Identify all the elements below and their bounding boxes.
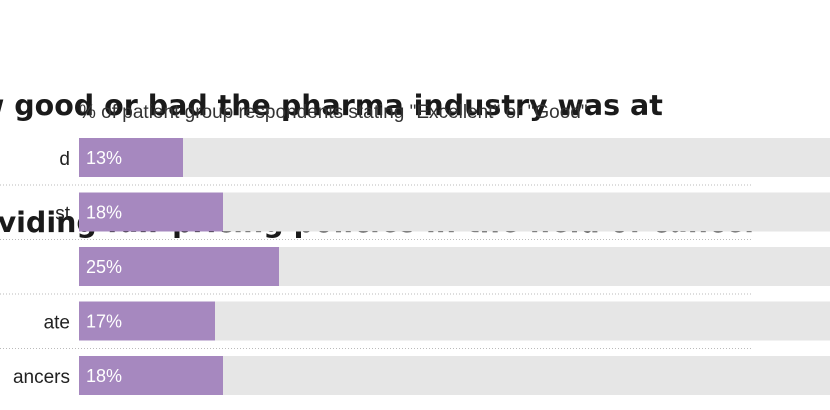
bar-value-label: 18% xyxy=(86,366,122,386)
bar xyxy=(79,356,223,395)
bar xyxy=(79,247,279,286)
bar xyxy=(79,138,183,177)
bar-value-label: 25% xyxy=(86,257,122,277)
bar-value-label: 17% xyxy=(86,312,122,332)
bar-value-label: 18% xyxy=(86,203,122,223)
category-label: ancers xyxy=(13,367,70,388)
category-label: st xyxy=(55,204,71,225)
bar-value-label: 13% xyxy=(86,148,122,168)
bar xyxy=(79,301,215,341)
chart-subtitle: % of patient group respondents stating "… xyxy=(79,102,588,123)
bar xyxy=(79,192,223,232)
category-label: d xyxy=(59,149,70,170)
bar-track xyxy=(79,138,830,177)
category-label: ate xyxy=(44,313,70,334)
chart-title-line-1: w good or bad the pharma industry was at xyxy=(0,89,663,122)
